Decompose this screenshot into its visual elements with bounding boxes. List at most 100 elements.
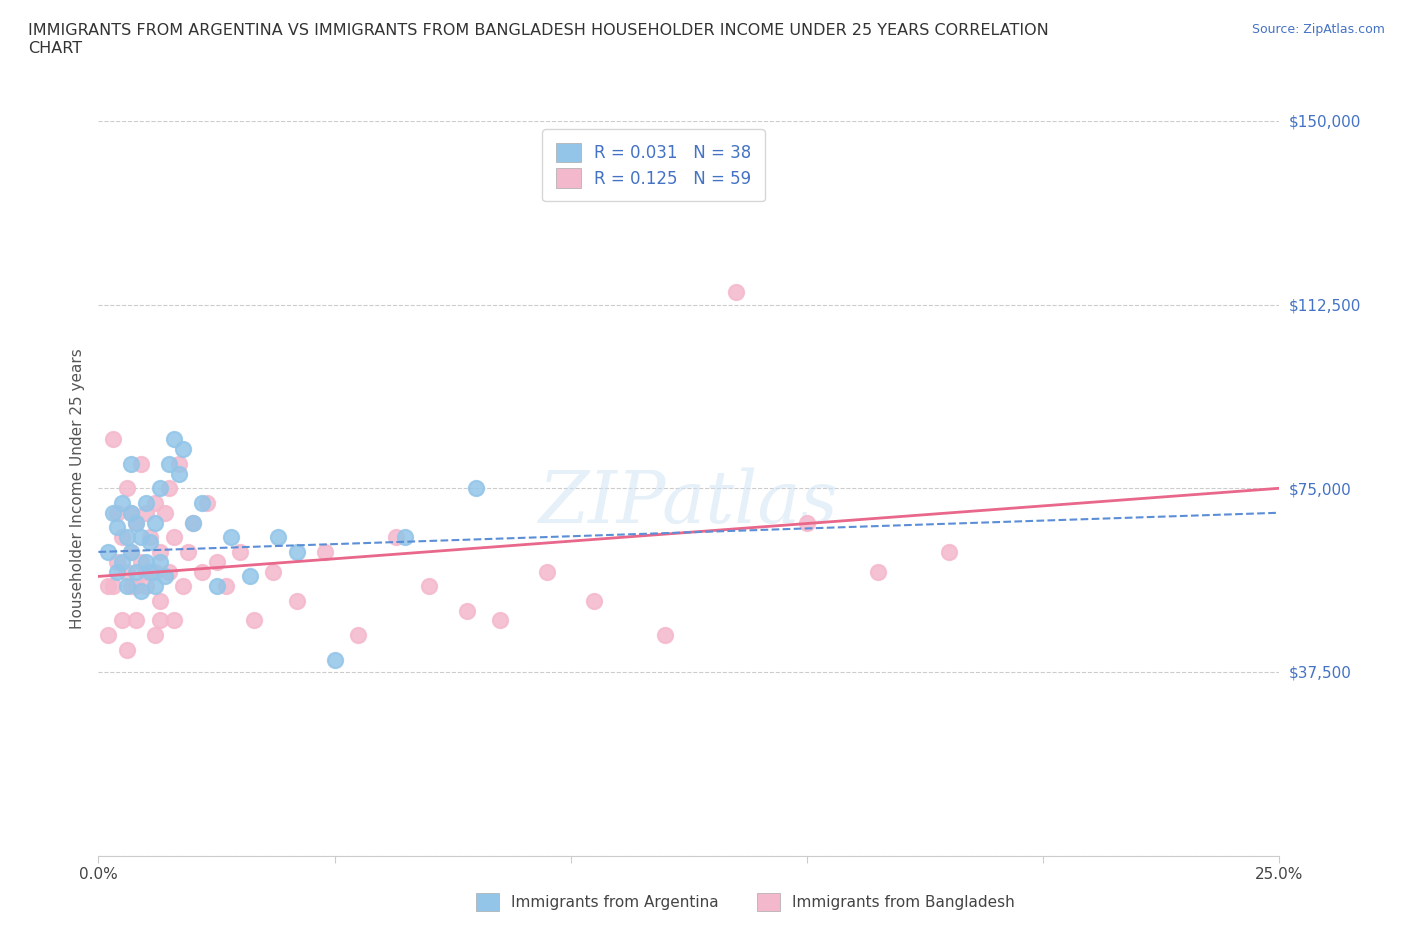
Point — [101, 578, 124, 593]
Point — [157, 457, 180, 472]
Point — [285, 593, 308, 608]
Point — [465, 481, 488, 496]
Point — [167, 457, 190, 472]
Point — [153, 569, 176, 584]
Point — [163, 613, 186, 628]
Text: IMMIGRANTS FROM ARGENTINA VS IMMIGRANTS FROM BANGLADESH HOUSEHOLDER INCOME UNDER: IMMIGRANTS FROM ARGENTINA VS IMMIGRANTS … — [28, 23, 1049, 56]
Point — [243, 613, 266, 628]
Point — [191, 565, 214, 579]
Point — [143, 515, 166, 530]
Point — [536, 565, 558, 579]
Point — [418, 578, 440, 593]
Point — [163, 530, 186, 545]
Point — [267, 530, 290, 545]
Point — [121, 578, 143, 593]
Text: ZIPatlas: ZIPatlas — [538, 468, 839, 538]
Point — [135, 565, 157, 579]
Point — [172, 578, 194, 593]
Point — [153, 505, 176, 520]
Point — [385, 530, 408, 545]
Point — [121, 505, 143, 520]
Point — [135, 505, 157, 520]
Text: Source: ZipAtlas.com: Source: ZipAtlas.com — [1251, 23, 1385, 36]
Point — [135, 578, 157, 593]
Point — [97, 628, 120, 643]
Point — [129, 530, 152, 545]
Point — [105, 520, 128, 535]
Point — [129, 457, 152, 472]
Point — [143, 565, 166, 579]
Point — [866, 565, 889, 579]
Point — [181, 515, 204, 530]
Point — [121, 544, 143, 559]
Point — [314, 544, 336, 559]
Point — [97, 544, 120, 559]
Point — [157, 481, 180, 496]
Point — [129, 584, 152, 599]
Point — [347, 628, 370, 643]
Point — [394, 530, 416, 545]
Point — [139, 565, 162, 579]
Point — [143, 578, 166, 593]
Y-axis label: Householder Income Under 25 years: Householder Income Under 25 years — [69, 348, 84, 629]
Point — [125, 515, 148, 530]
Point — [143, 496, 166, 511]
Point — [115, 481, 138, 496]
Point — [143, 628, 166, 643]
Point — [654, 628, 676, 643]
Point — [149, 593, 172, 608]
Point — [172, 442, 194, 457]
Point — [149, 544, 172, 559]
Point — [456, 604, 478, 618]
Point — [489, 613, 512, 628]
Legend: Immigrants from Argentina, Immigrants from Bangladesh: Immigrants from Argentina, Immigrants fr… — [470, 887, 1021, 917]
Point — [167, 466, 190, 481]
Point — [149, 613, 172, 628]
Point — [125, 515, 148, 530]
Point — [149, 481, 172, 496]
Point — [205, 578, 228, 593]
Point — [181, 515, 204, 530]
Point — [111, 554, 134, 569]
Point — [583, 593, 606, 608]
Point — [195, 496, 218, 511]
Point — [129, 554, 152, 569]
Point — [101, 505, 124, 520]
Point — [262, 565, 284, 579]
Point — [205, 554, 228, 569]
Point — [105, 505, 128, 520]
Point — [135, 496, 157, 511]
Point — [115, 530, 138, 545]
Point — [149, 554, 172, 569]
Point — [105, 565, 128, 579]
Point — [139, 535, 162, 550]
Point — [191, 496, 214, 511]
Point — [239, 569, 262, 584]
Point — [229, 544, 252, 559]
Point — [139, 530, 162, 545]
Point — [97, 578, 120, 593]
Point — [219, 530, 242, 545]
Point — [111, 496, 134, 511]
Point — [115, 578, 138, 593]
Point — [323, 652, 346, 667]
Legend: R = 0.031   N = 38, R = 0.125   N = 59: R = 0.031 N = 38, R = 0.125 N = 59 — [543, 129, 765, 201]
Point — [111, 613, 134, 628]
Point — [105, 554, 128, 569]
Point — [101, 432, 124, 446]
Point — [115, 565, 138, 579]
Point — [725, 285, 748, 299]
Point — [163, 432, 186, 446]
Point — [125, 565, 148, 579]
Point — [215, 578, 238, 593]
Point — [938, 544, 960, 559]
Point — [796, 515, 818, 530]
Point — [111, 530, 134, 545]
Point — [135, 554, 157, 569]
Point — [125, 613, 148, 628]
Point — [157, 565, 180, 579]
Point — [115, 643, 138, 658]
Point — [121, 544, 143, 559]
Point — [121, 505, 143, 520]
Point — [177, 544, 200, 559]
